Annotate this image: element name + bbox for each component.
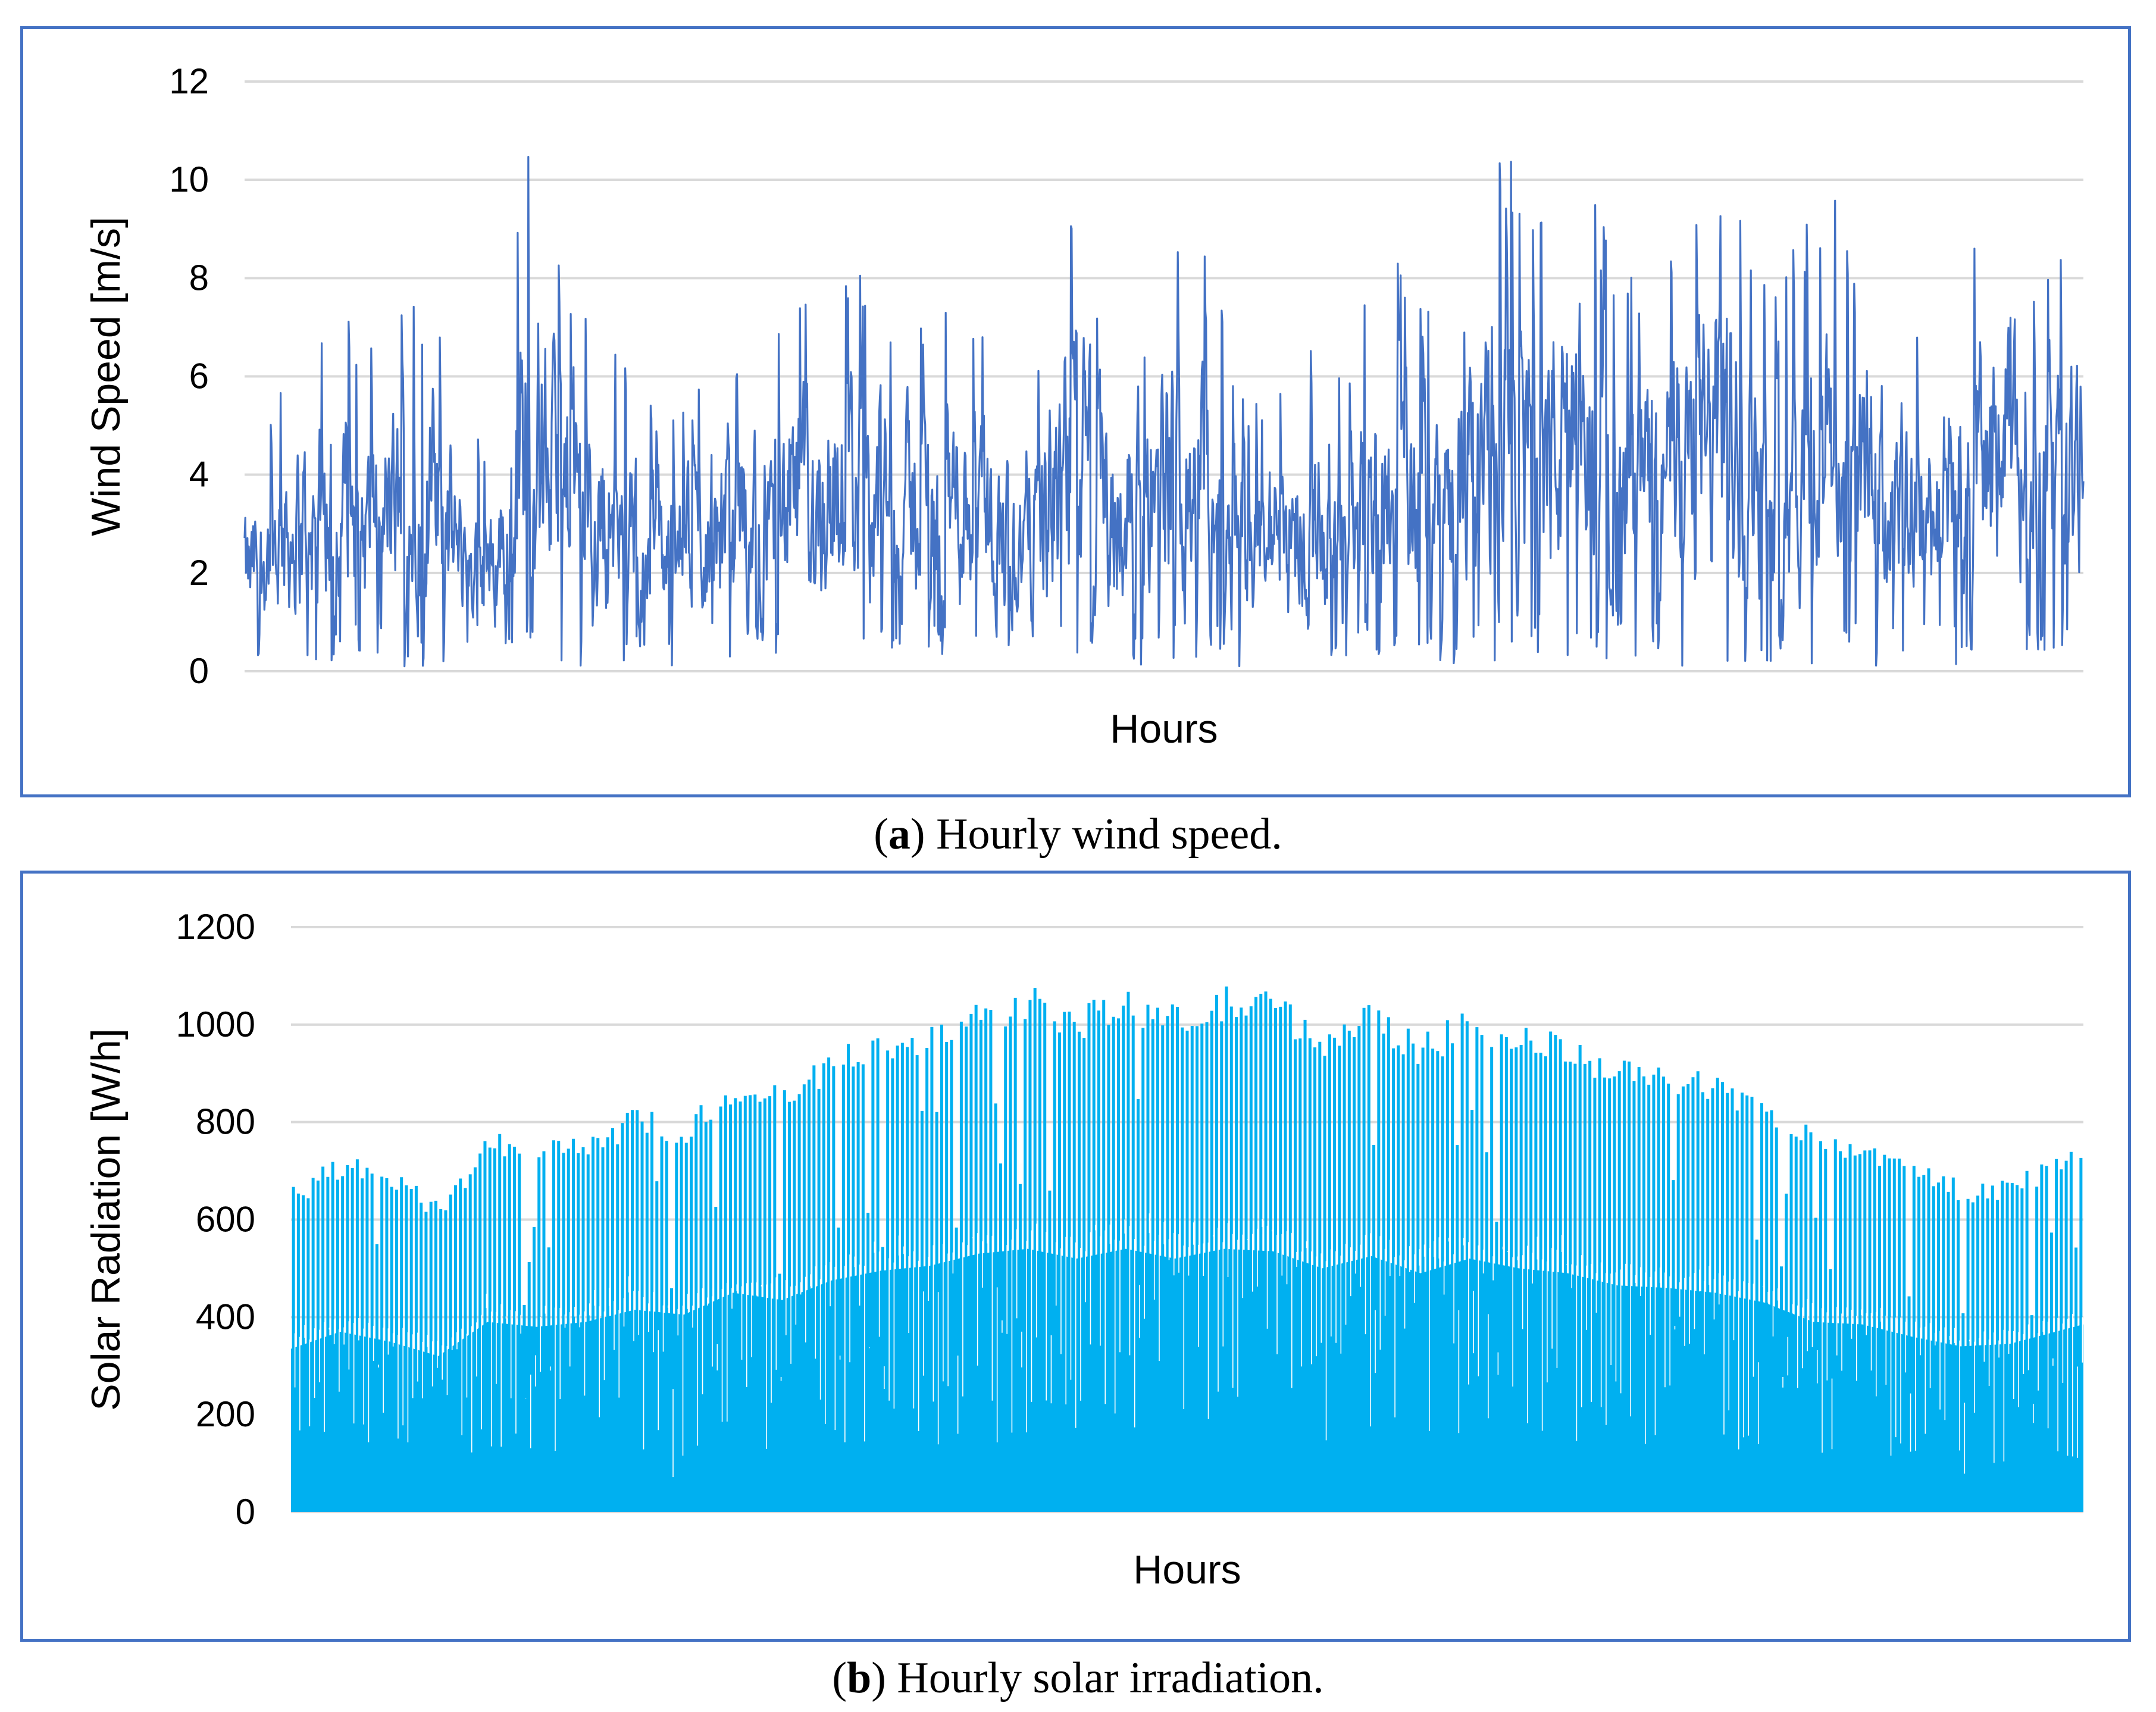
solar-y-tick-label: 200 [196, 1394, 255, 1434]
caption-a-letter: a [888, 810, 910, 859]
caption-b-letter: b [847, 1654, 872, 1702]
wind-speed-chart-panel: 0 2 4 6 8 10 12 Hours Wind Speed [m/s] [20, 26, 2131, 797]
solar-radiation-chart: 0 200 400 600 800 1000 1200 Hours Solar Radiatio… [83, 907, 2083, 1592]
solar-y-tick-label: 1000 [176, 1004, 255, 1044]
solar-radiation-chart-panel: 0 200 400 600 800 1000 1200 Hours Solar Radiatio… [20, 871, 2131, 1642]
wind-y-axis-title: Wind Speed [m/s] [83, 217, 129, 536]
wind-y-tick-label: 4 [189, 455, 209, 494]
wind-speed-series-line [243, 156, 2085, 668]
caption-b-text: Hourly solar irradiation. [897, 1654, 1324, 1702]
wind-speed-chart: 0 2 4 6 8 10 12 Hours Wind Speed [m/s] [83, 61, 2085, 752]
caption-wind-speed: (a) Hourly wind speed. [874, 810, 1282, 859]
solar-y-axis-title: Solar Radiation [W/h] [83, 1028, 129, 1411]
solar-y-tick-label: 1200 [176, 907, 255, 947]
solar-y-tick-label: 600 [196, 1200, 255, 1240]
wind-y-tick-label: 0 [189, 651, 209, 691]
wind-x-axis-title: Hours [1110, 706, 1218, 752]
caption-a-text: Hourly wind speed. [936, 810, 1282, 859]
solar-y-tick-label: 400 [196, 1297, 255, 1337]
wind-y-tick-label: 10 [169, 159, 209, 199]
solar-radiation-series [291, 986, 2083, 1512]
caption-solar-radiation: (b) Hourly solar irradiation. [832, 1654, 1324, 1702]
wind-y-tick-label: 12 [169, 61, 209, 101]
wind-y-tick-label: 6 [189, 356, 209, 396]
solar-y-tick-label: 800 [196, 1102, 255, 1142]
wind-y-tick-label: 8 [189, 258, 209, 298]
wind-y-tick-label: 2 [189, 553, 209, 593]
solar-x-axis-title: Hours [1133, 1547, 1241, 1592]
solar-y-tick-label: 0 [236, 1492, 255, 1532]
